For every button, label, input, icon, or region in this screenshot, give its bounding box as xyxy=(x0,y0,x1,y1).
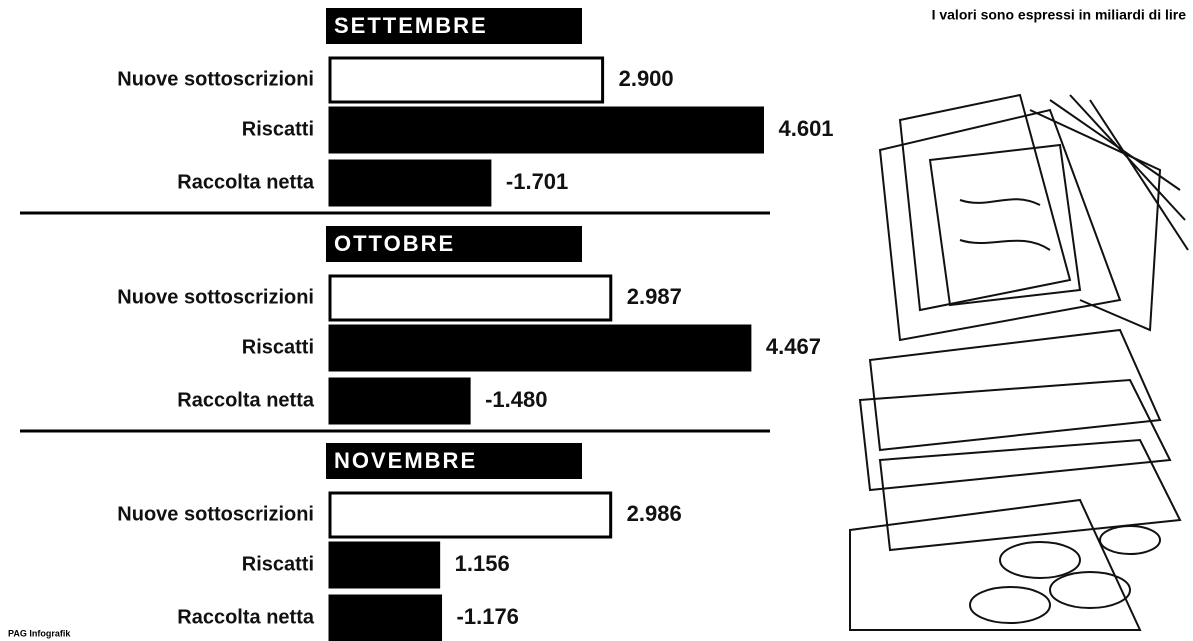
bar xyxy=(330,543,439,587)
category-label: Nuove sottoscrizioni xyxy=(117,68,314,90)
bar xyxy=(330,276,611,320)
value-label: -1.480 xyxy=(485,387,547,412)
bar xyxy=(330,58,603,102)
category-label: Riscatti xyxy=(242,118,314,140)
category-label: Riscatti xyxy=(242,336,314,358)
value-label: -1.701 xyxy=(506,169,568,194)
bar xyxy=(330,379,469,423)
credit: PAG Infografik xyxy=(8,628,71,638)
category-label: Raccolta netta xyxy=(177,606,315,628)
value-label: 2.987 xyxy=(627,284,682,309)
value-label: 4.467 xyxy=(766,334,821,359)
category-label: Raccolta netta xyxy=(177,171,315,193)
bar xyxy=(330,161,490,205)
value-label: -1.176 xyxy=(457,604,519,629)
bar xyxy=(330,493,611,537)
value-label: 4.601 xyxy=(778,116,833,141)
infographic: I valori sono espressi in miliardi di li… xyxy=(0,0,1193,641)
value-label: 2.900 xyxy=(619,66,674,91)
value-label: 1.156 xyxy=(455,551,510,576)
month-title: NOVEMBRE xyxy=(334,448,477,473)
category-label: Nuove sottoscrizioni xyxy=(117,503,314,525)
month-title: OTTOBRE xyxy=(334,231,455,256)
bar xyxy=(330,108,762,152)
money-illustration xyxy=(850,95,1188,630)
category-label: Raccolta netta xyxy=(177,389,315,411)
bar xyxy=(330,326,750,370)
note: I valori sono espressi in miliardi di li… xyxy=(932,7,1187,23)
month-title: SETTEMBRE xyxy=(334,13,488,38)
bar xyxy=(330,596,441,640)
category-label: Riscatti xyxy=(242,553,314,575)
value-label: 2.986 xyxy=(627,501,682,526)
category-label: Nuove sottoscrizioni xyxy=(117,286,314,308)
